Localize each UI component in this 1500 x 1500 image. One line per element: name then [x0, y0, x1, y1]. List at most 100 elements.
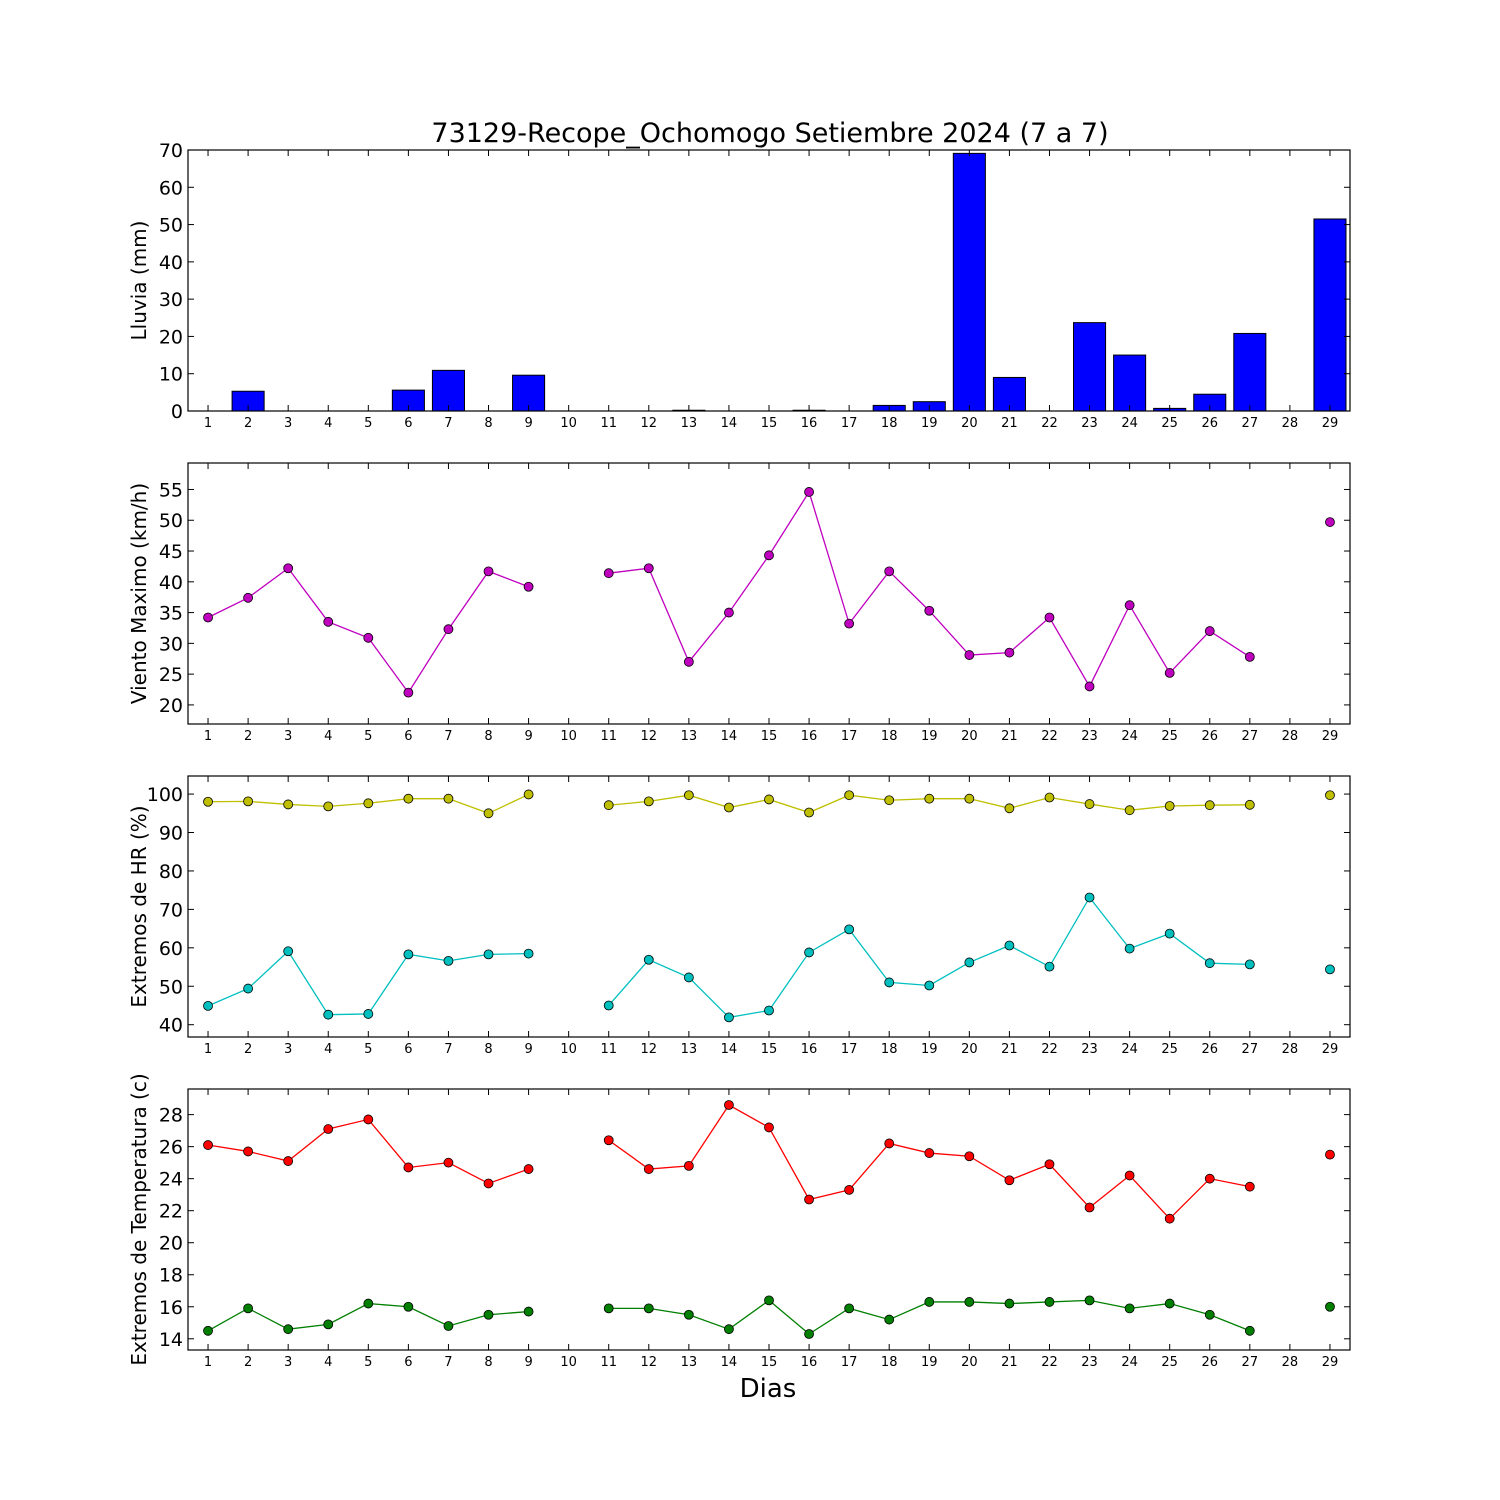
series-1-point-day-14 — [724, 607, 734, 618]
y-tick-label: 50 — [159, 976, 183, 998]
x-tick-label: 16 — [801, 416, 818, 431]
series-2-point-day-24 — [1124, 1303, 1135, 1314]
series-2-point-day-6 — [403, 949, 414, 960]
y-tick-label: 22 — [159, 1201, 183, 1223]
x-tick-label: 1 — [204, 1355, 212, 1370]
series-1-line-segment-2 — [608, 490, 1251, 688]
series-1-point-day-17 — [844, 1184, 855, 1195]
x-tick-label: 16 — [801, 1355, 818, 1370]
y-tick-label: 25 — [159, 664, 183, 686]
x-tick-label: 1 — [204, 416, 212, 431]
series-1-point-day-21 — [1004, 803, 1015, 814]
series-1-point-day-24 — [1124, 805, 1135, 816]
series-2-point-day-21 — [1004, 940, 1015, 951]
series-1-point-day-6 — [403, 687, 414, 698]
x-tick-label: 2 — [244, 1355, 252, 1370]
x-tick-label: 4 — [324, 1355, 332, 1370]
x-tick-label: 18 — [881, 1042, 898, 1057]
series-1-point-day-25 — [1164, 1213, 1175, 1224]
y-tick-label: 50 — [159, 215, 183, 237]
x-tick-label: 2 — [244, 416, 252, 431]
series-2-point-day-27 — [1244, 959, 1255, 970]
series-1-point-day-12 — [643, 1164, 654, 1174]
series-2-point-day-14 — [724, 1324, 734, 1335]
x-tick-label: 23 — [1081, 416, 1098, 431]
x-tick-label: 5 — [364, 416, 372, 431]
series-1-point-day-29 — [1325, 790, 1335, 801]
x-tick-label: 6 — [404, 1042, 412, 1057]
x-tick-label: 28 — [1282, 1042, 1299, 1057]
x-tick-label: 1 — [204, 1042, 212, 1057]
x-tick-label: 15 — [761, 1042, 778, 1057]
series-1-line-segment-1 — [207, 567, 529, 694]
x-tick-label: 21 — [1001, 1042, 1018, 1057]
x-tick-label: 7 — [444, 416, 452, 431]
x-tick-label: 25 — [1161, 1355, 1178, 1370]
x-tick-label: 21 — [1001, 1355, 1018, 1370]
series-2-point-day-16 — [804, 1329, 814, 1339]
series-2-point-day-9 — [523, 1306, 534, 1317]
y-tick-label: 20 — [159, 1233, 183, 1255]
series-2-point-day-12 — [643, 1303, 654, 1314]
series-1-point-day-16 — [804, 807, 814, 818]
x-tick-label: 13 — [681, 729, 698, 744]
y-axis-label: Extremos de Temperatura (c) — [127, 1073, 151, 1365]
series-1-point-day-5 — [363, 798, 374, 809]
rain-bar-day-20 — [952, 152, 986, 412]
x-tick-label: 29 — [1322, 1355, 1339, 1370]
y-tick-label: 20 — [159, 326, 183, 348]
x-tick-label: 10 — [560, 1355, 577, 1370]
x-tick-label: 5 — [364, 1042, 372, 1057]
series-1-line-segment-2 — [608, 1104, 1250, 1220]
series-1-point-day-25 — [1164, 801, 1175, 811]
rain-bar-day-23 — [1073, 322, 1107, 412]
series-1-point-day-22 — [1044, 1159, 1055, 1170]
y-tick-label: 30 — [159, 289, 183, 311]
series-2-point-day-20 — [964, 957, 975, 968]
series-2-point-day-17 — [844, 1303, 855, 1314]
x-tick-label: 25 — [1161, 729, 1178, 744]
series-1-point-day-18 — [884, 1138, 895, 1149]
x-tick-label: 20 — [961, 1355, 978, 1370]
series-2-point-day-22 — [1044, 961, 1055, 972]
series-1-point-day-7 — [443, 793, 454, 804]
y-tick-label: 10 — [159, 364, 183, 386]
x-tick-label: 16 — [801, 729, 818, 744]
x-tick-label: 12 — [641, 1355, 658, 1370]
series-2-point-day-13 — [683, 1309, 694, 1320]
x-tick-label: 11 — [600, 1355, 617, 1370]
x-tick-label: 13 — [681, 416, 698, 431]
x-tick-label: 10 — [560, 729, 577, 744]
x-tick-label: 14 — [721, 729, 738, 744]
x-tick-label: 9 — [524, 729, 532, 744]
y-tick-label: 30 — [159, 633, 183, 655]
x-tick-label: 20 — [961, 1042, 978, 1057]
y-tick-label: 28 — [159, 1105, 183, 1127]
x-tick-label: 9 — [524, 416, 532, 431]
x-tick-label: 8 — [484, 1042, 492, 1057]
series-1-point-day-23 — [1084, 681, 1095, 692]
panel-frame — [187, 462, 1351, 725]
y-tick-label: 60 — [159, 938, 183, 960]
series-1-point-day-17 — [844, 618, 855, 629]
series-1-point-day-18 — [884, 566, 895, 577]
series-2-point-day-11 — [603, 1303, 614, 1314]
series-1-point-day-11 — [603, 800, 614, 811]
series-1-point-day-13 — [683, 1160, 694, 1171]
x-tick-label: 7 — [444, 1042, 452, 1057]
series-2-line-segment-1 — [207, 950, 529, 1016]
x-tick-label: 7 — [444, 729, 452, 744]
series-1-point-day-23 — [1084, 1202, 1095, 1213]
series-1-point-day-3 — [283, 563, 294, 574]
series-1-point-day-26 — [1204, 626, 1215, 636]
x-tick-label: 3 — [284, 416, 292, 431]
x-tick-label: 8 — [484, 729, 492, 744]
x-tick-label: 18 — [881, 1355, 898, 1370]
y-tick-label: 18 — [159, 1265, 183, 1287]
series-2-point-day-18 — [884, 1314, 895, 1325]
series-1-point-day-20 — [964, 1151, 975, 1162]
x-tick-label: 14 — [721, 1355, 738, 1370]
